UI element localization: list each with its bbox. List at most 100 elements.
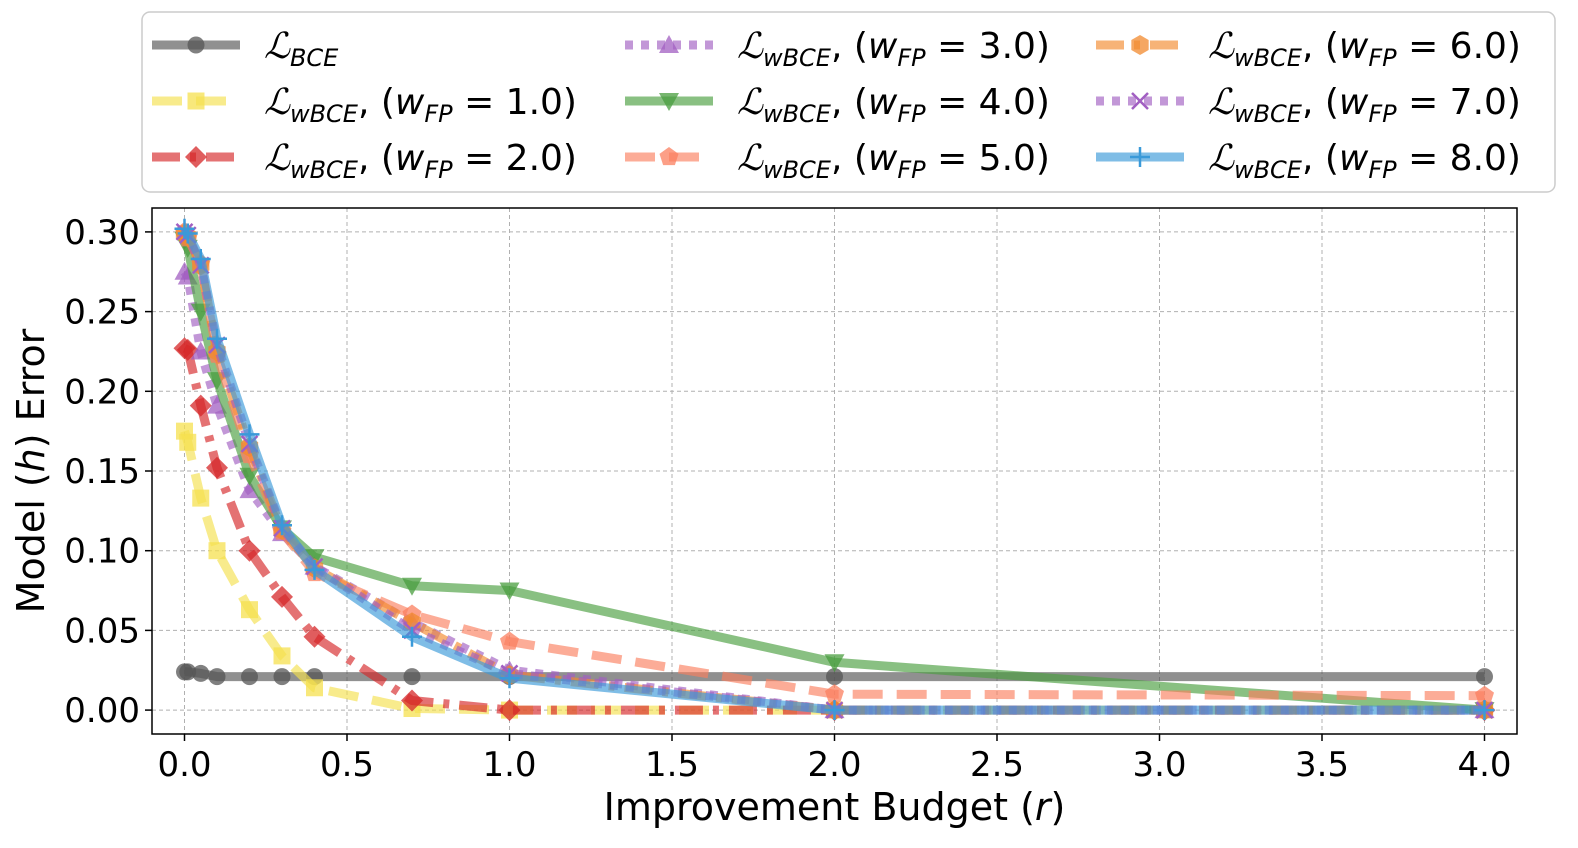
legend-label-sub: wBCE xyxy=(1234,44,1303,72)
marker-shape xyxy=(273,668,291,686)
data-point xyxy=(498,699,521,722)
marker-shape xyxy=(241,601,258,619)
marker-shape xyxy=(303,625,326,648)
legend-label-rest: , ( xyxy=(1302,138,1339,179)
legend-label: ℒwBCE, (wFP = 1.0) xyxy=(264,82,577,128)
y-axis-label-post: ) Error xyxy=(9,328,53,448)
legend-label-end: = 4.0) xyxy=(926,82,1050,123)
data-point xyxy=(207,328,227,349)
data-point xyxy=(824,700,845,721)
data-point xyxy=(241,668,258,686)
legend-entry-1: ℒwBCE, (wFP = 1.0) xyxy=(152,82,577,128)
marker-shape xyxy=(239,467,260,486)
marker-shape xyxy=(403,668,421,686)
data-point xyxy=(192,664,210,682)
marker-shape xyxy=(239,424,260,445)
legend-label-sub: wBCE xyxy=(763,156,832,184)
marker-shape xyxy=(304,549,325,568)
legend-label-main: ℒ xyxy=(1208,138,1235,179)
marker-shape xyxy=(239,480,260,499)
legend-label-main: ℒ xyxy=(737,138,764,179)
marker-shape xyxy=(185,146,207,168)
x-tick-label: 4.0 xyxy=(1457,745,1511,785)
data-point xyxy=(207,395,227,414)
legend-label-sub2: FP xyxy=(424,100,453,128)
x-tick-label: 3.0 xyxy=(1132,745,1186,785)
x-tick-label: 1.0 xyxy=(482,745,536,785)
data-point xyxy=(402,626,422,647)
legend-label-end: = 2.0) xyxy=(453,138,577,179)
marker-shape xyxy=(659,147,679,166)
legend-label-sub: wBCE xyxy=(290,100,359,128)
marker-shape xyxy=(179,663,197,681)
x-tick-label: 2.5 xyxy=(970,745,1024,785)
legend-entry-3: ℒwBCE, (wFP = 3.0) xyxy=(625,26,1050,72)
legend-label-w: w xyxy=(868,82,898,123)
legend-label-main: ℒ xyxy=(1208,26,1235,67)
legend-label-rest: , ( xyxy=(831,138,868,179)
marker-shape xyxy=(192,489,210,507)
y-tick-label: 0.25 xyxy=(64,293,140,333)
marker-shape xyxy=(271,585,293,608)
marker-shape xyxy=(499,668,520,689)
legend-label-main: ℒ xyxy=(264,138,291,179)
marker-shape xyxy=(824,684,845,703)
legend-label-sub: wBCE xyxy=(763,100,832,128)
legend-label-w: w xyxy=(395,138,425,179)
data-point xyxy=(403,668,421,686)
legend-label: ℒwBCE, (wFP = 7.0) xyxy=(1208,82,1521,128)
marker-shape xyxy=(190,249,211,270)
legend-label: ℒwBCE, (wFP = 6.0) xyxy=(1208,26,1521,72)
legend-label-main: ℒ xyxy=(264,26,291,67)
legend-label-sub: wBCE xyxy=(763,44,832,72)
data-point xyxy=(238,539,261,562)
legend-label-sub: BCE xyxy=(290,44,339,72)
legend-label-sub: wBCE xyxy=(1234,100,1303,128)
marker-shape xyxy=(241,668,258,686)
marker-shape xyxy=(179,433,197,451)
data-point xyxy=(1474,685,1495,704)
marker-shape xyxy=(1474,685,1495,704)
x-tick-label: 1.5 xyxy=(645,745,699,785)
marker-shape xyxy=(273,647,291,665)
marker-shape xyxy=(187,36,205,54)
marker-shape xyxy=(174,218,195,239)
legend-label: ℒwBCE, (wFP = 3.0) xyxy=(737,26,1050,72)
marker-shape xyxy=(208,668,226,686)
legend-label-sub2: FP xyxy=(897,44,926,72)
data-point xyxy=(192,489,210,507)
data-point xyxy=(271,585,293,608)
marker-shape xyxy=(402,577,422,596)
data-point xyxy=(179,663,197,681)
x-tick-label: 3.5 xyxy=(1295,745,1349,785)
data-point xyxy=(208,542,226,560)
marker-shape xyxy=(1131,35,1149,55)
marker-shape xyxy=(1476,668,1493,686)
legend-entry-7: ℒwBCE, (wFP = 7.0) xyxy=(1096,82,1521,128)
y-tick-label: 0.15 xyxy=(64,452,140,492)
marker-shape xyxy=(1131,92,1149,110)
marker-shape xyxy=(1474,700,1495,721)
series-8 xyxy=(174,218,1495,721)
marker-shape xyxy=(304,559,325,580)
legend-entry-6: ℒwBCE, (wFP = 6.0) xyxy=(1096,26,1521,72)
marker-shape xyxy=(206,456,228,479)
marker-shape xyxy=(402,626,422,647)
y-tick-label: 0.00 xyxy=(64,691,140,731)
x-axis-label-post: ) xyxy=(1051,785,1066,829)
data-point xyxy=(189,394,212,417)
data-point xyxy=(190,249,211,270)
y-tick-label: 0.30 xyxy=(64,213,140,253)
data-point xyxy=(174,218,195,239)
legend-entry-5: ℒwBCE, (wFP = 5.0) xyxy=(625,138,1050,184)
data-point xyxy=(304,559,325,580)
data-point xyxy=(824,654,845,673)
legend-marker xyxy=(187,92,205,110)
y-tick-label: 0.20 xyxy=(64,372,140,412)
legend-marker xyxy=(1130,147,1150,167)
legend-label-rest: , ( xyxy=(1302,26,1339,67)
marker-shape xyxy=(190,341,211,360)
data-point xyxy=(239,480,260,499)
